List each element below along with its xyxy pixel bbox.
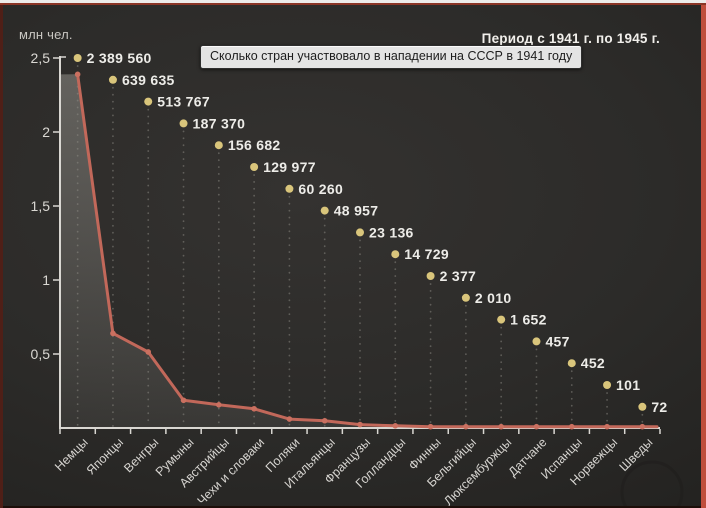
line-vertex-marker[interactable] <box>568 423 575 430</box>
data-point-dot[interactable] <box>320 206 329 215</box>
data-point-dot[interactable] <box>356 228 364 237</box>
data-point-dot[interactable] <box>391 250 400 259</box>
frame-border-left <box>0 5 3 508</box>
line-vertex-marker[interactable] <box>604 423 610 430</box>
y-axis-tick-label: 1 <box>42 272 50 288</box>
line-vertex-marker[interactable] <box>216 402 222 408</box>
line-vertex-marker[interactable] <box>533 423 540 430</box>
value-label: 60 260 <box>298 181 343 197</box>
data-point-dot[interactable] <box>214 141 223 150</box>
value-label: 2 389 560 <box>87 50 152 66</box>
y-axis-title: млн чел. <box>19 27 73 42</box>
value-label: 101 <box>616 377 640 393</box>
data-point-dot[interactable] <box>108 75 117 84</box>
value-label: 2 377 <box>440 268 477 284</box>
line-vertex-marker[interactable] <box>251 405 257 412</box>
data-point-dot[interactable] <box>179 119 188 128</box>
data-line <box>76 72 659 429</box>
data-point-dot[interactable] <box>426 272 435 280</box>
y-axis-tick-label: 1,5 <box>31 198 51 214</box>
tooltip-text: Сколько стран участвовало в нападении на… <box>210 49 573 63</box>
watermark-circle <box>620 460 684 508</box>
data-point-dot[interactable] <box>567 359 576 368</box>
data-point-dot[interactable] <box>73 54 82 62</box>
value-label: 48 957 <box>334 203 379 219</box>
value-label: 1 652 <box>510 312 547 328</box>
line-vertex-marker[interactable] <box>463 423 469 430</box>
line-vertex-marker[interactable] <box>145 349 152 355</box>
y-axis-tick-label: 2,5 <box>31 50 51 66</box>
value-label: 513 767 <box>157 94 210 110</box>
line-vertex-marker[interactable] <box>357 421 363 428</box>
line-vertex-marker[interactable] <box>74 71 81 78</box>
line-vertex-marker[interactable] <box>180 397 187 404</box>
data-point-dot[interactable] <box>497 315 506 324</box>
frame-border-right <box>701 5 706 508</box>
value-label: 156 682 <box>228 137 281 153</box>
frame-border-bottom <box>3 506 701 508</box>
value-label: 452 <box>581 355 605 371</box>
line-vertex-marker[interactable] <box>427 423 434 430</box>
value-label: 129 977 <box>263 159 316 175</box>
line-vertex-marker[interactable] <box>639 423 646 430</box>
y-axis-tick-label: 0,5 <box>31 346 51 362</box>
line-vertex-marker[interactable] <box>498 423 504 430</box>
data-point-dot[interactable] <box>532 337 541 346</box>
value-label: 2 010 <box>475 290 512 306</box>
value-label: 457 <box>545 333 569 349</box>
line-vertex-marker[interactable] <box>392 423 399 429</box>
data-point-dot[interactable] <box>250 163 259 171</box>
data-point-dot[interactable] <box>638 402 647 411</box>
period-label: Период с 1941 г. по 1945 г. <box>481 31 660 46</box>
value-label: 72 <box>651 399 667 415</box>
value-label: 187 370 <box>193 115 246 131</box>
value-label: 639 635 <box>122 72 175 88</box>
frame-border-top <box>0 3 706 5</box>
value-label: 14 729 <box>404 246 449 262</box>
line-vertex-marker[interactable] <box>286 416 293 422</box>
data-point-dot[interactable] <box>285 184 294 193</box>
frame-border-top-outer <box>0 0 706 3</box>
data-point-dot[interactable] <box>461 293 470 302</box>
area-fill <box>60 74 657 429</box>
y-axis-tick-label: 2 <box>42 124 50 140</box>
line-vertex-marker[interactable] <box>110 330 116 337</box>
value-label: 23 136 <box>369 224 414 240</box>
data-point-dot[interactable] <box>144 97 153 106</box>
data-point-dot[interactable] <box>603 381 612 389</box>
line-vertex-marker[interactable] <box>321 417 328 424</box>
tooltip: Сколько стран участвовало в нападении на… <box>200 45 583 69</box>
x-axis-label: Японцы <box>84 435 126 477</box>
